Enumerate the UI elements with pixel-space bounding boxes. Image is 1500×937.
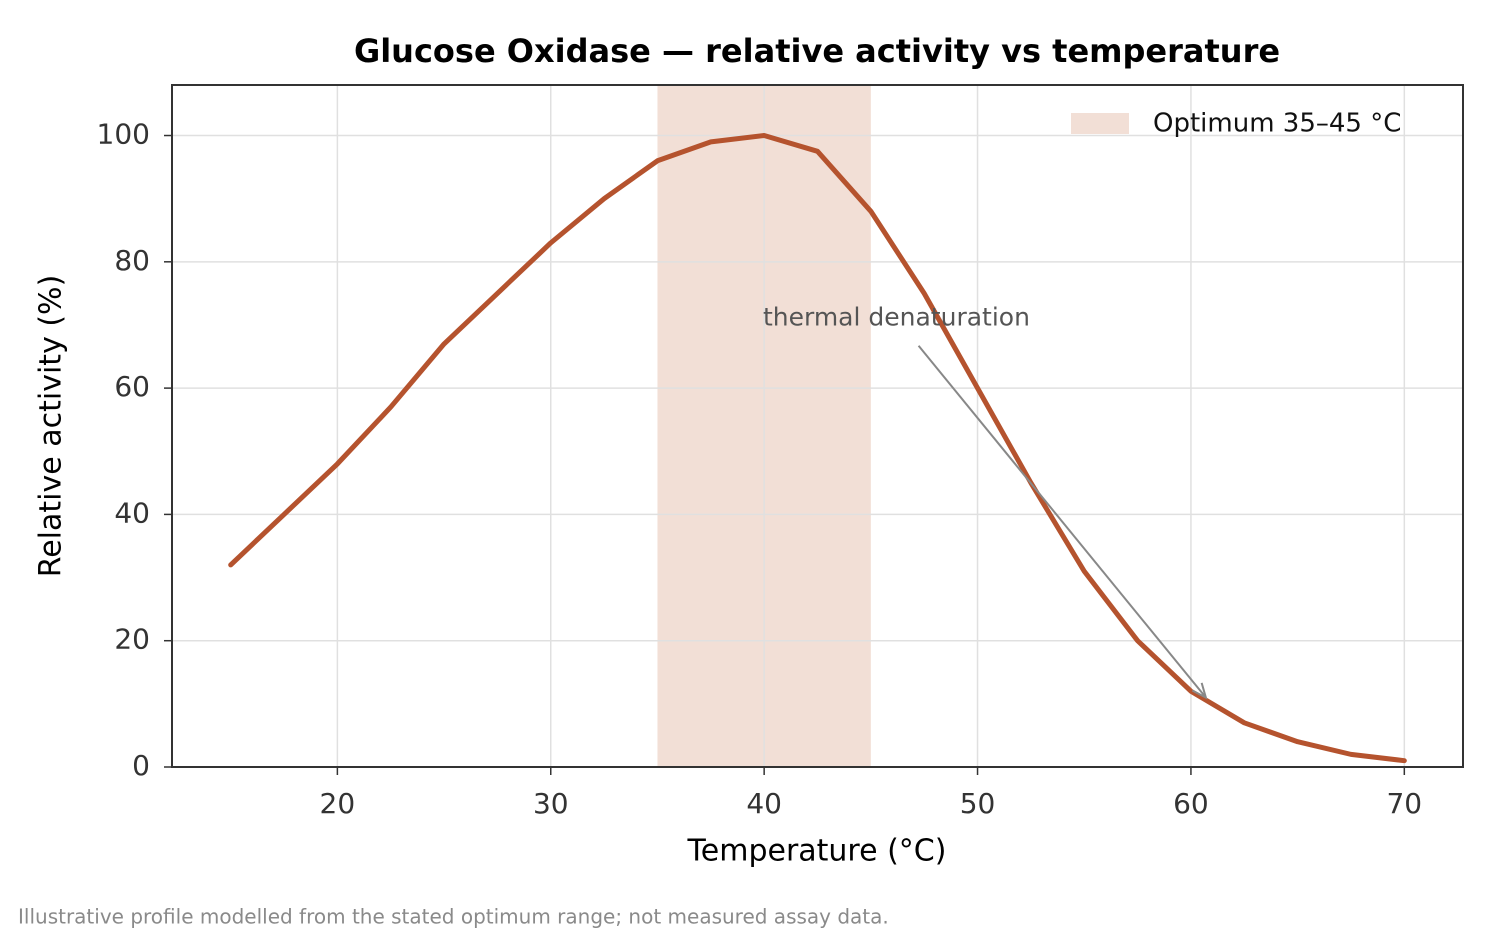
x-tick-label: 50 [960,787,996,820]
y-tick-label: 80 [114,244,150,277]
x-tick-label: 40 [746,787,782,820]
y-axis-label: Relative activity (%) [34,275,69,578]
y-tick-label: 100 [97,118,150,151]
x-axis-label: Temperature (°C) [687,834,947,869]
activity-line [228,133,1407,764]
y-tick-label: 0 [132,749,150,782]
y-tick-label: 20 [114,623,150,656]
plot-frame [171,84,1464,768]
annotation-arrowhead [1191,682,1208,700]
annotation-text: thermal denaturation [763,303,1030,332]
x-tick-label: 20 [320,787,356,820]
x-tick-label: 70 [1386,787,1422,820]
x-tick-label: 60 [1173,787,1209,820]
legend-label: Optimum 35–45 °C [1153,109,1401,139]
footnote: Illustrative profile modelled from the s… [18,905,889,929]
y-tick-label: 40 [114,496,150,529]
chart-title: Glucose Oxidase — relative activity vs t… [354,32,1280,70]
x-tick-label: 30 [533,787,569,820]
legend-swatch [1071,113,1129,134]
annotation-arrow [917,345,1207,699]
y-tick-label: 60 [114,370,150,403]
